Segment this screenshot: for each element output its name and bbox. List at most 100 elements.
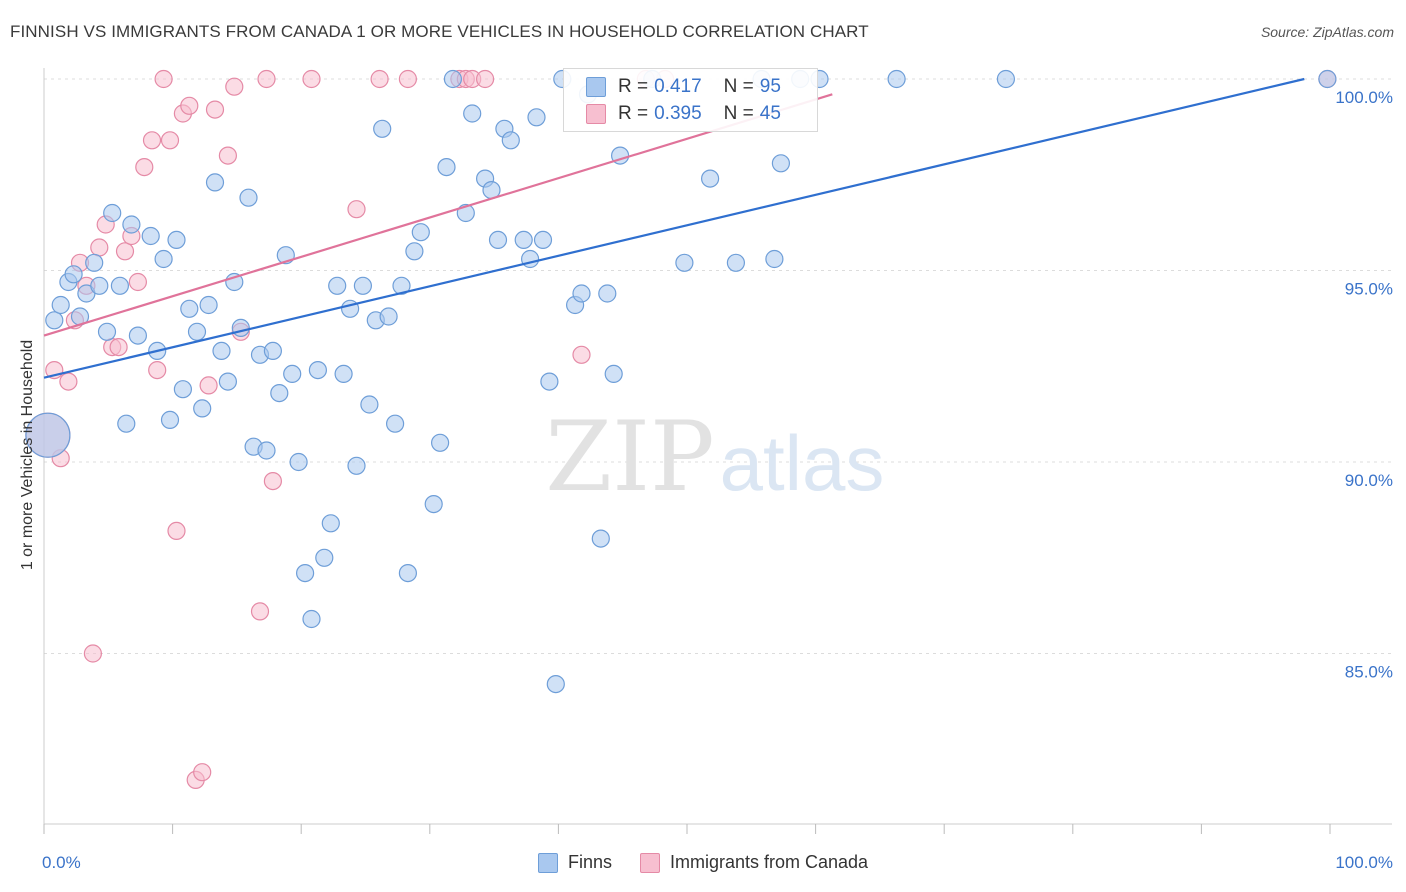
canada-point [128,272,147,292]
finns-point [212,341,231,360]
legend-item-finns: Finns [537,852,612,873]
canada-point [142,131,162,150]
finns-point [765,249,784,269]
finns-point [205,173,225,192]
finns-point [289,452,308,472]
canada-point [59,372,78,391]
finns-point [85,253,104,272]
y-axis-title: 1 or more Vehicles in Household [19,339,36,571]
finns-point [996,69,1016,89]
finns-point [353,276,372,295]
finns-point [51,295,70,315]
y-tick-label: 100.0% [1335,88,1393,107]
finns-point [675,253,694,272]
watermark-atlas: atlas [720,419,885,507]
canada-swatch [639,852,660,873]
n-value: 95 [759,76,781,97]
n-value: 45 [759,103,781,124]
n-label: N = [723,103,754,124]
finns-point [257,441,276,460]
finns-point [360,395,379,414]
finns-point [347,456,366,475]
finns-point [488,230,508,249]
canada-point [180,96,199,115]
finns-point [193,399,212,418]
r-label: R = [618,76,649,97]
series-legend: Finns Immigrants from Canada [0,852,1406,873]
finns-point [591,529,610,548]
finns-point [405,242,424,261]
canada-point [398,69,417,89]
finns-point [283,364,302,383]
trend-lines [43,77,1305,379]
finns-point [315,548,334,567]
finns-point [167,230,186,249]
canada-point [148,361,167,380]
r-value: 0.417 [654,76,702,97]
legend-row-canada: R = 0.395 N = 45 [586,102,781,126]
n-label: N = [723,76,754,97]
y-tick-label: 90.0% [1345,471,1393,490]
canada-point [263,472,282,491]
finns-point [218,372,237,391]
trend-line-finns [43,77,1305,379]
finns-point [97,322,117,341]
finns-point [771,154,791,173]
finns-point [887,69,906,89]
finns-point [122,215,141,234]
finns-point [540,372,559,391]
finns-point [302,609,321,629]
canada-point [90,238,109,257]
finns-point [334,364,353,383]
finns-point [270,384,289,403]
legend-row-finns: R = 0.417 N = 95 [586,75,781,99]
canada-point [572,345,591,364]
finns-point [173,380,192,399]
finns-point [321,514,340,533]
canada-point [347,200,366,219]
finns-point [431,433,450,452]
canada-point [370,69,389,89]
canada-point [225,77,244,96]
series-finns-points [25,69,1337,694]
finns-point [239,188,258,207]
finns-point [231,318,250,337]
canada-point [205,100,225,119]
finns-point [1318,69,1337,89]
chart-title: FINNISH VS IMMIGRANTS FROM CANADA 1 OR M… [10,22,869,41]
finns-point [373,119,392,138]
finns-point [501,131,520,150]
finns-point [199,295,218,315]
finns-point [180,299,199,318]
canada-point [476,69,495,89]
canada-point [115,242,135,261]
y-tick-label: 95.0% [1345,280,1393,299]
source-credit: Source: ZipAtlas.com [1260,24,1394,40]
finns-swatch [586,77,606,97]
finns-point [463,104,482,123]
finns-point [533,230,553,249]
watermark-zip: ZIP [545,401,714,513]
canada-point [218,146,237,165]
correlation-legend: R = 0.417 N = 95 R = 0.395 N = 45 [563,68,818,132]
y-tick-label: 85.0% [1345,663,1393,682]
finns-point [103,203,122,223]
finns-point [514,230,533,249]
finns-point [443,69,462,89]
finns-point [64,265,83,284]
finns-point [379,307,398,326]
finns-point [110,276,130,295]
tick-labels: 85.0% 90.0% 95.0% 100.0% 0.0% 100.0% [42,88,1393,872]
legend-item-canada: Immigrants from Canada [639,852,868,873]
finns-point [117,414,136,433]
finns-point [25,412,71,458]
finns-point [160,410,180,429]
finns-point [700,169,720,188]
canada-point [109,338,128,357]
finns-point [154,249,173,269]
finns-point [386,414,405,433]
canada-point [154,69,173,89]
finns-point [328,276,347,295]
r-value: 0.395 [654,103,702,124]
